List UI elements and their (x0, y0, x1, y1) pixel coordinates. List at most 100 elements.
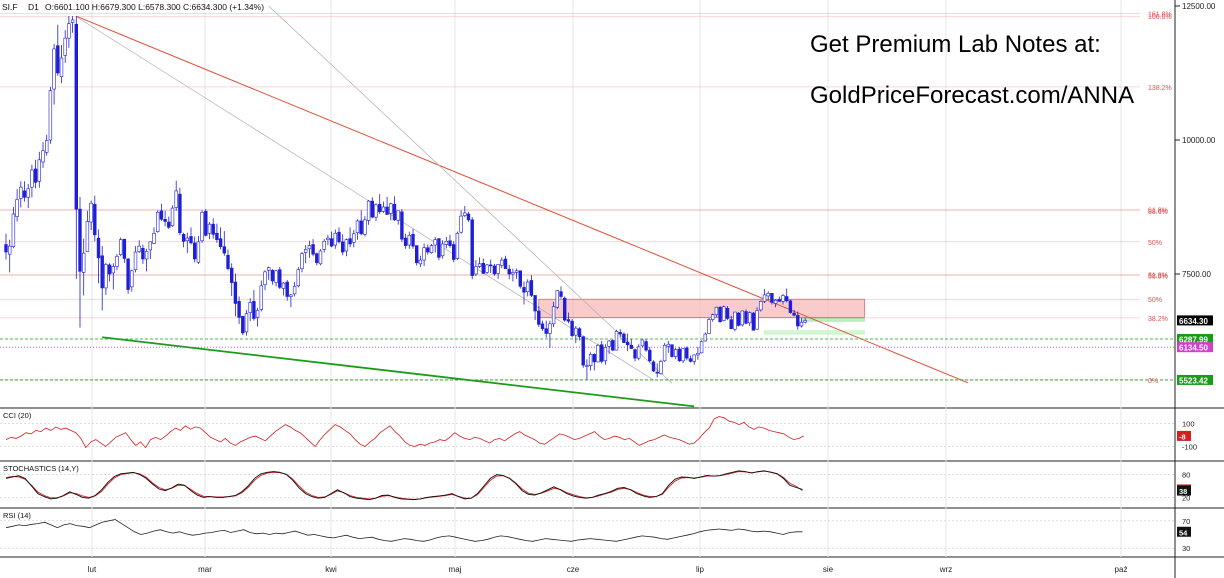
candle-body (215, 232, 219, 240)
candle-body (230, 267, 234, 283)
candle-body (681, 348, 685, 362)
candle-body (688, 358, 693, 362)
candle-body (466, 213, 471, 221)
candle-body (577, 328, 582, 338)
candle-body (596, 344, 600, 363)
candle-body (622, 333, 626, 343)
candle-body (222, 246, 226, 254)
price-badge (1177, 333, 1213, 344)
candle-body (248, 302, 252, 313)
candle-body (773, 299, 778, 304)
candle-body (278, 269, 282, 288)
indicator-tick-label: 80 (1182, 471, 1190, 480)
indicator-series: 100-100-880204138703054 (0, 416, 1197, 553)
fib-level-label: 0% (1148, 378, 1158, 385)
candle-body (485, 264, 489, 273)
rsi-line (5, 519, 803, 542)
candle-body (274, 270, 278, 283)
candle-body (677, 348, 682, 362)
candle-body (477, 263, 482, 267)
candle-body (266, 267, 271, 271)
candle-body (770, 292, 774, 303)
green-support (102, 336, 695, 408)
candle-body (111, 266, 116, 274)
x-tick-label: mar (198, 565, 212, 574)
candle-body (318, 250, 323, 265)
candle-body (407, 235, 411, 246)
candle-body (751, 312, 756, 331)
candle-body (744, 311, 748, 324)
candle-body (492, 265, 497, 275)
candle-body (115, 256, 119, 267)
candle-body (788, 300, 793, 313)
candle-body (718, 306, 722, 323)
fib-level-label: 61.8% (1148, 273, 1168, 280)
candle-body (30, 169, 34, 188)
cci-line (5, 416, 805, 449)
candle-body (529, 280, 534, 296)
candle-body (244, 313, 249, 333)
candle-body (488, 264, 493, 267)
price-badge (1177, 315, 1213, 326)
candle-body (784, 296, 789, 302)
candle-body (289, 294, 293, 297)
candle-body (174, 190, 178, 208)
candle-body (792, 312, 796, 316)
candle-body (411, 234, 415, 247)
y-tick-label: 7500.00 (1182, 270, 1211, 279)
candle-body (107, 264, 112, 275)
candle-body (63, 37, 67, 56)
candle-body (418, 259, 423, 265)
candle-body (496, 264, 500, 274)
candle-body (252, 301, 256, 319)
candle-body (33, 168, 38, 183)
candle-body (359, 220, 363, 235)
trendlines (76, 5, 969, 408)
candle-body (374, 204, 378, 218)
candle-body (167, 221, 171, 228)
candle-body (725, 308, 730, 319)
candle-body (740, 310, 745, 326)
candle-body (303, 249, 308, 253)
candle-body (666, 343, 671, 347)
green-support-zone-upper (801, 318, 865, 322)
candle-body (722, 306, 726, 321)
candle-body (533, 295, 537, 312)
y-tick-label: 10000.00 (1182, 136, 1216, 145)
candle-body (196, 241, 201, 263)
candle-body (333, 232, 337, 246)
fib-level-label: 58.3% (1148, 274, 1168, 281)
candle-body (644, 341, 648, 351)
candle-body (82, 252, 86, 273)
candle-body (56, 45, 60, 74)
candle-body (685, 347, 689, 359)
candle-body (344, 239, 349, 252)
candle-body (736, 312, 741, 326)
indicator-tick-label: 100 (1182, 420, 1195, 429)
candle-body (211, 223, 215, 235)
candle-body (74, 23, 79, 210)
candle-body (414, 245, 419, 264)
candle-body (625, 341, 630, 346)
candle-body (59, 57, 64, 78)
promo-line-1: Get Premium Lab Notes at: (810, 31, 1101, 58)
candle-body (518, 270, 523, 287)
candle-body (710, 314, 715, 320)
stoch-d-line (5, 470, 803, 500)
candle-body (156, 212, 160, 232)
candle-body (67, 23, 71, 39)
candle-body (133, 251, 138, 271)
candle-body (311, 244, 315, 255)
candle-body (104, 264, 108, 289)
candle-body (703, 333, 708, 342)
candle-body (481, 262, 485, 274)
candle-body (170, 207, 175, 227)
candle-body (270, 269, 275, 282)
candle-body (400, 211, 404, 240)
candle-body (392, 204, 397, 221)
candle-body (396, 210, 400, 221)
candle-body (11, 213, 16, 247)
candle-body (747, 312, 752, 324)
candle-body (633, 349, 637, 359)
